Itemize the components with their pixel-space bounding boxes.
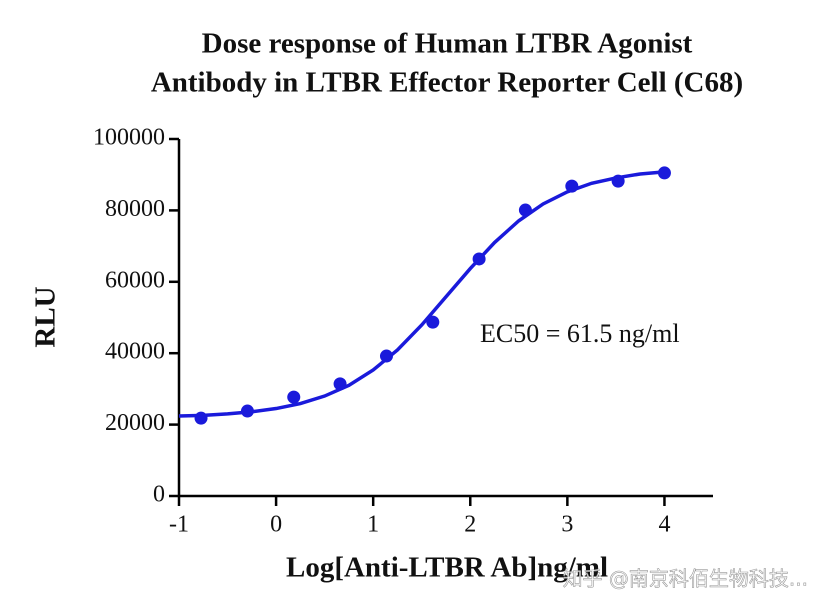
data-point (287, 390, 301, 404)
watermark: 知乎 @南京科佰生物科技... (563, 567, 808, 591)
data-point (379, 349, 393, 363)
chart-title: Dose response of Human LTBR Agonist (202, 28, 693, 60)
y-tick-label: 0 (153, 482, 165, 508)
y-tick-label: 80000 (105, 196, 165, 222)
data-point (426, 315, 440, 329)
x-tick-label: 4 (658, 512, 670, 538)
y-tick-label: 20000 (105, 410, 165, 436)
y-tick-label: 100000 (93, 125, 165, 151)
x-tick-label: 0 (270, 512, 282, 538)
x-tick-label: 3 (561, 512, 573, 538)
annotation: EC50 = 61.5 ng/ml (480, 319, 680, 348)
chart-title: Antibody in LTBR Effector Reporter Cell … (151, 67, 743, 99)
y-tick-label: 60000 (105, 267, 165, 293)
x-tick-label: 1 (367, 512, 379, 538)
fit-curve (178, 170, 665, 418)
y-axis-title: RLU (30, 286, 62, 347)
x-axis-title: Log[Anti-LTBR Ab]ng/ml (286, 552, 608, 584)
y-tick-label: 40000 (105, 339, 165, 365)
x-tick-label: -1 (169, 512, 189, 538)
x-tick-label: 2 (464, 512, 476, 538)
